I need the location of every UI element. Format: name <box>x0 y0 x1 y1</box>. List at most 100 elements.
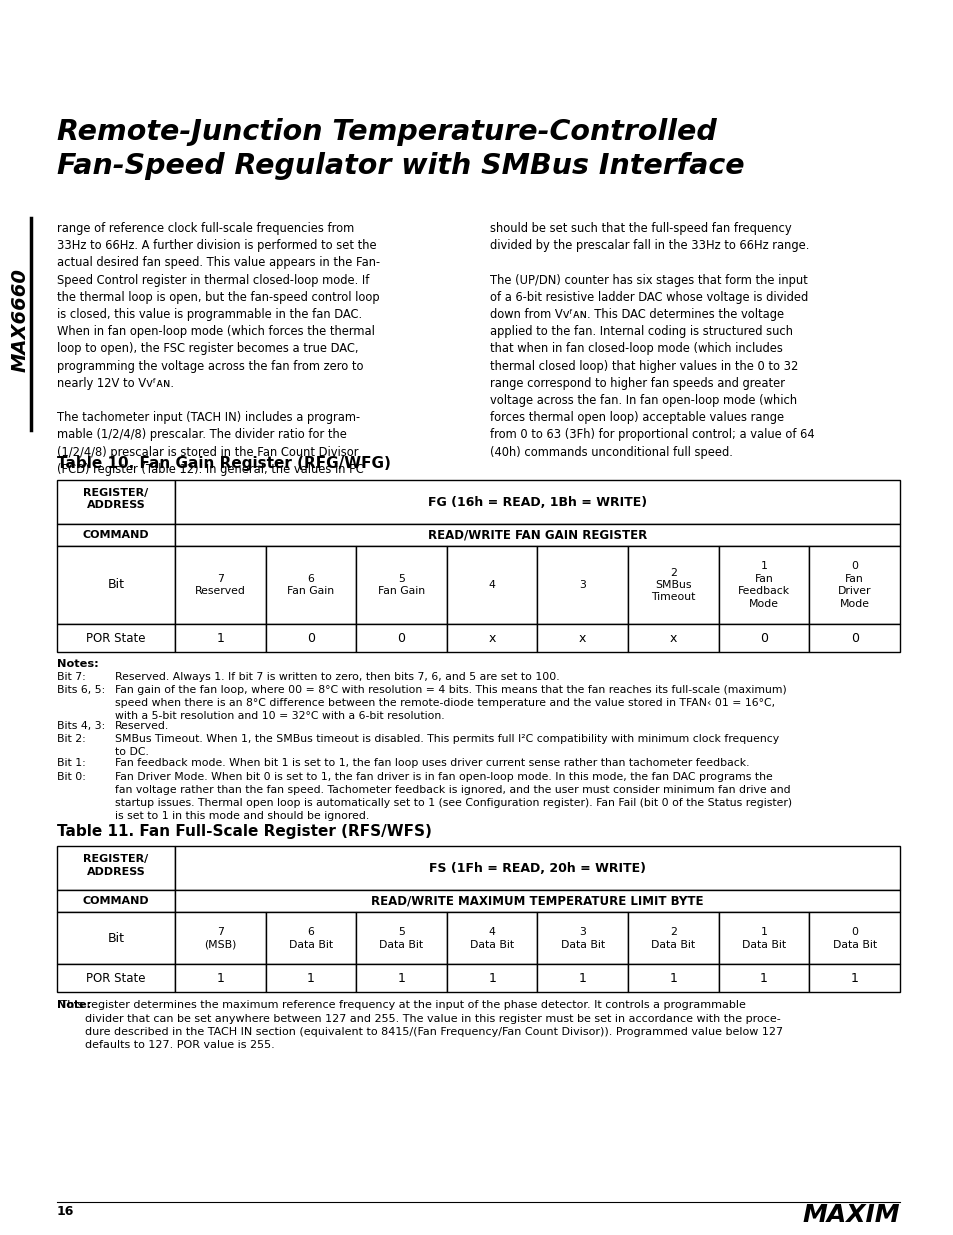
Text: Bit: Bit <box>108 578 125 592</box>
Text: 1: 1 <box>850 972 858 984</box>
Text: 2
Data Bit: 2 Data Bit <box>651 927 695 950</box>
Text: REGISTER/
ADDRESS: REGISTER/ ADDRESS <box>83 855 149 877</box>
Text: 0
Data Bit: 0 Data Bit <box>832 927 876 950</box>
Text: FG (16h = READ, 1Bh = WRITE): FG (16h = READ, 1Bh = WRITE) <box>428 495 646 509</box>
Bar <box>718 546 808 624</box>
Bar <box>57 546 174 624</box>
Text: should be set such that the full-speed fan frequency
divided by the prescalar fa: should be set such that the full-speed f… <box>490 222 814 458</box>
Bar <box>57 846 174 890</box>
Text: Notes:: Notes: <box>57 659 99 669</box>
Text: 16: 16 <box>57 1205 74 1218</box>
Bar <box>446 624 537 652</box>
Text: 5
Data Bit: 5 Data Bit <box>379 927 423 950</box>
Text: READ/WRITE FAN GAIN REGISTER: READ/WRITE FAN GAIN REGISTER <box>428 529 646 541</box>
Bar <box>174 846 899 890</box>
Text: Reserved.: Reserved. <box>115 721 169 731</box>
Text: 6
Data Bit: 6 Data Bit <box>289 927 333 950</box>
Text: This register determines the maximum reference frequency at the input of the pha: This register determines the maximum ref… <box>57 1000 782 1051</box>
Text: 1
Data Bit: 1 Data Bit <box>741 927 785 950</box>
Text: 7
(MSB): 7 (MSB) <box>204 927 236 950</box>
Text: MAXIM: MAXIM <box>801 1203 899 1228</box>
Bar <box>718 965 808 993</box>
Bar <box>627 624 718 652</box>
Bar <box>446 913 537 965</box>
Text: COMMAND: COMMAND <box>83 897 150 906</box>
Text: Reserved. Always 1. If bit 7 is written to zero, then bits 7, 6, and 5 are set t: Reserved. Always 1. If bit 7 is written … <box>115 672 559 682</box>
Text: 1: 1 <box>669 972 677 984</box>
Text: x: x <box>669 631 677 645</box>
Bar <box>57 913 174 965</box>
Bar <box>174 546 265 624</box>
Text: Fan feedback mode. When bit 1 is set to 1, the fan loop uses driver current sens: Fan feedback mode. When bit 1 is set to … <box>115 758 749 768</box>
Text: Note:: Note: <box>57 1000 91 1010</box>
Bar <box>57 524 174 546</box>
Bar <box>627 913 718 965</box>
Bar <box>355 624 446 652</box>
Text: 1: 1 <box>397 972 405 984</box>
Text: Bits 6, 5:: Bits 6, 5: <box>57 685 105 695</box>
Bar <box>57 624 174 652</box>
Text: Fan Driver Mode. When bit 0 is set to 1, the fan driver is in fan open-loop mode: Fan Driver Mode. When bit 0 is set to 1,… <box>115 772 791 821</box>
Bar <box>355 913 446 965</box>
Bar <box>537 913 627 965</box>
Text: 0: 0 <box>307 631 314 645</box>
Bar <box>265 546 355 624</box>
Bar <box>265 624 355 652</box>
Text: 0
Fan
Driver
Mode: 0 Fan Driver Mode <box>837 562 870 609</box>
Bar <box>718 624 808 652</box>
Bar <box>174 965 265 993</box>
Bar <box>537 965 627 993</box>
Text: 4
Data Bit: 4 Data Bit <box>470 927 514 950</box>
Bar <box>808 965 899 993</box>
Text: 0: 0 <box>850 631 858 645</box>
Text: Bit 1:: Bit 1: <box>57 758 86 768</box>
Text: REGISTER/
ADDRESS: REGISTER/ ADDRESS <box>83 488 149 510</box>
Text: 2
SMBus
Timeout: 2 SMBus Timeout <box>651 568 695 603</box>
Text: 1: 1 <box>760 972 767 984</box>
Text: Bit 7:: Bit 7: <box>57 672 86 682</box>
Text: MAX6660: MAX6660 <box>10 268 30 372</box>
Text: 0: 0 <box>397 631 405 645</box>
Text: 3: 3 <box>578 580 586 590</box>
Bar <box>57 965 174 993</box>
Bar <box>355 965 446 993</box>
Text: Bits 4, 3:: Bits 4, 3: <box>57 721 105 731</box>
Bar <box>627 546 718 624</box>
Bar <box>446 965 537 993</box>
Text: READ/WRITE MAXIMUM TEMPERATURE LIMIT BYTE: READ/WRITE MAXIMUM TEMPERATURE LIMIT BYT… <box>371 895 703 908</box>
Bar <box>174 913 265 965</box>
Bar <box>174 524 899 546</box>
Bar <box>627 965 718 993</box>
Bar <box>537 546 627 624</box>
Text: SMBus Timeout. When 1, the SMBus timeout is disabled. This permits full I²C comp: SMBus Timeout. When 1, the SMBus timeout… <box>115 734 779 757</box>
Text: 1: 1 <box>488 972 496 984</box>
Bar <box>355 546 446 624</box>
Text: 7
Reserved: 7 Reserved <box>194 574 246 597</box>
Bar <box>174 624 265 652</box>
Text: 1: 1 <box>216 972 224 984</box>
Text: Remote-Junction Temperature-Controlled
Fan-Speed Regulator with SMBus Interface: Remote-Junction Temperature-Controlled F… <box>57 119 744 179</box>
Bar <box>174 890 899 913</box>
Text: Fan gain of the fan loop, where 00 = 8°C with resolution = 4 bits. This means th: Fan gain of the fan loop, where 00 = 8°C… <box>115 685 786 721</box>
Text: COMMAND: COMMAND <box>83 530 150 540</box>
Text: FS (1Fh = READ, 20h = WRITE): FS (1Fh = READ, 20h = WRITE) <box>429 862 645 874</box>
Text: Bit: Bit <box>108 932 125 945</box>
Text: POR State: POR State <box>86 631 146 645</box>
Text: 6
Fan Gain: 6 Fan Gain <box>287 574 335 597</box>
Text: 1
Fan
Feedback
Mode: 1 Fan Feedback Mode <box>738 562 789 609</box>
Text: 0: 0 <box>760 631 767 645</box>
Bar <box>265 913 355 965</box>
Text: x: x <box>488 631 496 645</box>
Bar <box>808 624 899 652</box>
Bar <box>718 913 808 965</box>
Text: x: x <box>578 631 586 645</box>
Text: Table 10. Fan Gain Register (RFG/WFG): Table 10. Fan Gain Register (RFG/WFG) <box>57 456 391 471</box>
Bar <box>537 624 627 652</box>
Text: Bit 2:: Bit 2: <box>57 734 86 743</box>
Text: 4: 4 <box>488 580 496 590</box>
Text: 1: 1 <box>307 972 314 984</box>
Text: POR State: POR State <box>86 972 146 984</box>
Bar <box>265 965 355 993</box>
Bar <box>57 890 174 913</box>
Bar <box>174 480 899 524</box>
